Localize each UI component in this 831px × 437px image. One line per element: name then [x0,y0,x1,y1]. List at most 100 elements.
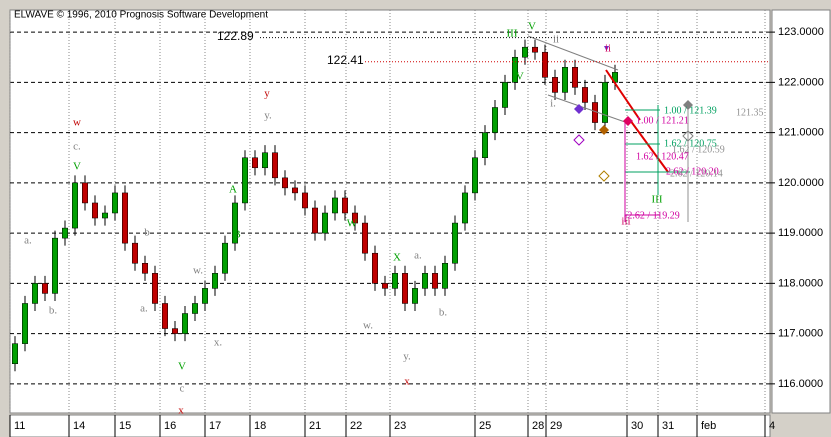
annotation: b. [49,305,58,317]
candle-body [502,82,508,108]
x-tick-label: 21 [309,420,321,432]
x-tick-label: 14 [73,420,85,432]
annotation: V [528,21,536,33]
candle-body [292,187,298,194]
candle-body [432,273,438,289]
candle-body [62,227,68,239]
y-tick-label: 119.0000 [778,227,823,239]
candle-body [102,212,108,219]
marker [599,125,609,135]
candle-body [282,177,288,189]
x-tick-label: 4 [769,420,775,432]
candle-body [382,283,388,289]
annotation: x [404,376,410,388]
x-tick-label: 16 [164,420,176,432]
marker [604,46,609,51]
annotation: 1.00 / 121.39 [664,105,717,116]
x-tick-label: 28 [532,420,544,432]
annotation: IV [512,71,524,83]
candle-body [582,87,588,103]
channel-line [547,94,626,123]
channel-line [527,35,619,71]
candle-body [112,192,118,214]
candle-body [322,212,328,234]
annotation: 1.00 / 121.21 [636,115,689,126]
x-tick-label: 30 [631,420,643,432]
candle-body [22,303,28,344]
candle-body [92,202,98,219]
candle-body [352,212,358,224]
candle-body [232,202,238,244]
annotation: ii [553,34,559,46]
candle-body [462,192,468,224]
projection-arrow [629,119,669,173]
candle-body [82,182,88,204]
candle-body [252,157,258,169]
annotation: W [347,218,358,230]
x-tick-label: 31 [662,420,674,432]
candle-body [532,46,538,53]
x-tick-label: feb [701,420,716,432]
annotation: 1.62 / 120.59 [672,144,725,155]
annotation: III [652,194,663,206]
candle-body [492,107,498,133]
annotation: V [73,161,81,173]
candle-body [272,152,278,179]
candle-body [342,197,348,214]
x-tick-label: 15 [119,420,131,432]
annotation: A [229,184,237,196]
candle-body [312,207,318,234]
annotation: 1.62 / 120.75 [664,138,717,149]
annotation: y. [264,110,272,122]
projection-arrow [605,69,641,121]
annotation: 2.62 / 120.20 [666,166,719,177]
candle-body [412,288,418,304]
annotation: X [393,252,401,264]
x-tick-label: 17 [209,420,221,432]
x-tick-label: 23 [394,420,406,432]
y-tick-label: 117.0000 [778,328,823,340]
candle-body [522,46,528,58]
reference-label: 122.89 [217,29,254,43]
y-tick-label: 116.0000 [778,378,823,390]
candle-body [422,273,428,289]
annotation: w. [193,265,203,277]
reference-label: 122.41 [327,53,364,67]
x-tick-label: 29 [550,420,562,432]
annotation: c. [73,141,81,153]
annotation: 1.62 / 120.47 [636,151,689,162]
candle-body [162,303,168,329]
candle-body [392,273,398,289]
y-tick-label: 123.0000 [778,26,824,38]
candle-body [262,152,268,169]
marker [683,100,693,110]
annotation: x. [214,337,223,349]
marker [598,170,610,182]
annotation: b. [439,307,448,319]
y-axis-band [771,9,831,414]
candle-body [512,56,518,83]
candle-body [52,237,58,294]
chart-title: ELWAVE © 1996, 2010 Prognosis Software D… [14,10,268,21]
annotation: V [178,361,186,373]
candle-body [132,242,138,264]
candle-body [152,273,158,304]
annotation: y [264,88,270,100]
candle-body [212,273,218,289]
candle-body [402,273,408,304]
annotation: -2.62 / 119.29 [624,210,680,221]
x-tick-label: 18 [254,420,266,432]
candle-body [172,328,178,334]
annotation: a. [24,235,32,247]
candle-body [482,132,488,158]
annotation: 121.35 [736,107,764,118]
candle-body [572,67,578,88]
marker [573,134,585,146]
candle-body [142,263,148,274]
candle-body [562,67,568,93]
annotation: i. [550,98,556,110]
y-tick-label: 121.0000 [778,127,824,139]
annotation: c [180,383,185,395]
x-tick-label: 22 [350,420,362,432]
